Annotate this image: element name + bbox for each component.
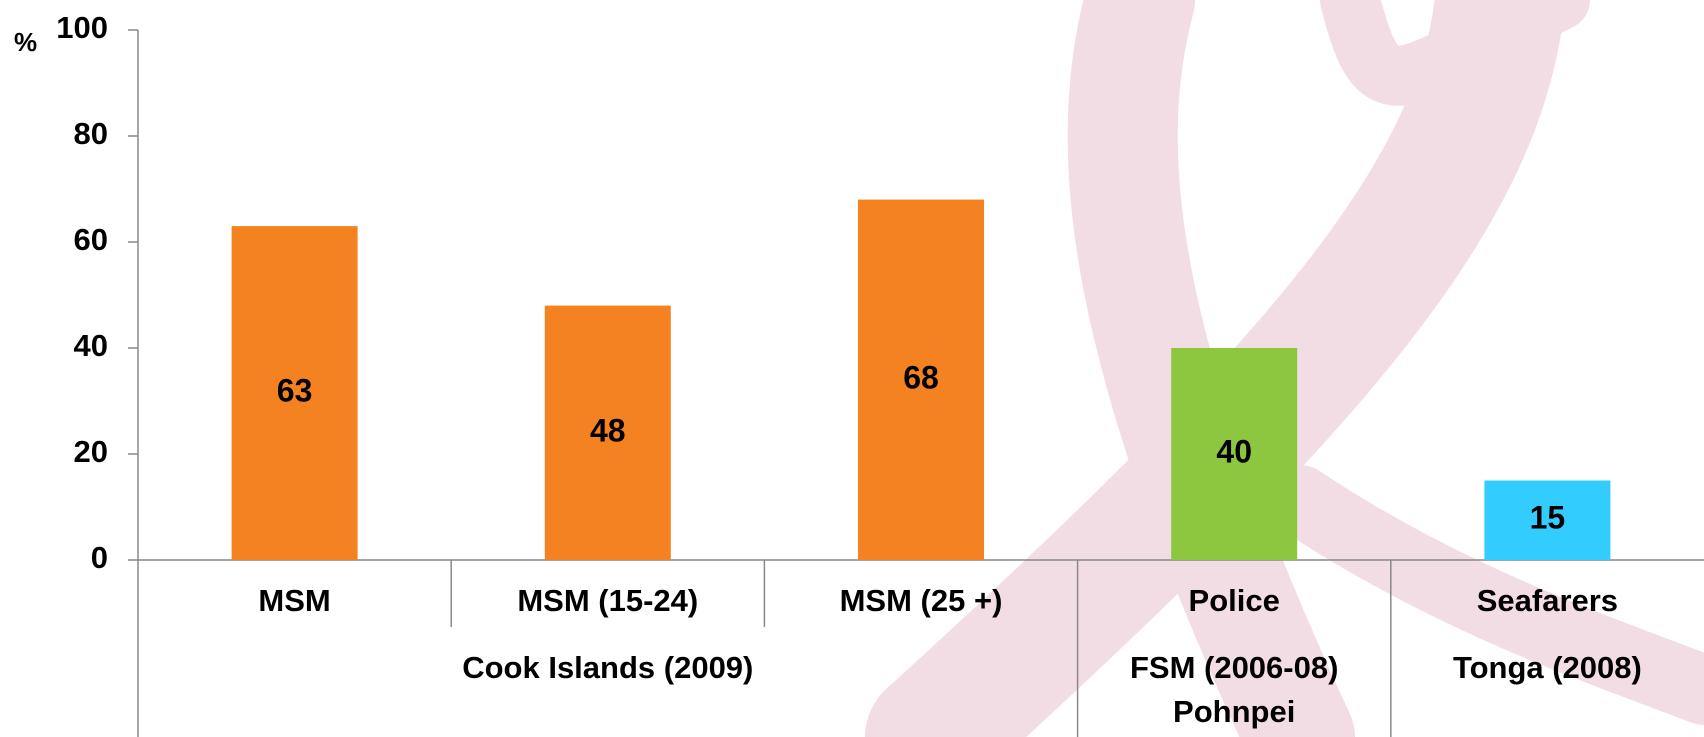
data-label: 63 — [277, 373, 313, 409]
y-tick-label: 20 — [74, 434, 108, 469]
x-tick-label: MSM (15-24) — [517, 583, 698, 618]
y-tick-label: 0 — [91, 540, 108, 575]
group-label: Tonga (2008) — [1453, 650, 1642, 685]
y-axis-label: % — [14, 27, 37, 57]
x-tick-label: MSM — [258, 583, 330, 618]
data-label: 15 — [1530, 500, 1566, 536]
y-tick-label: 80 — [74, 116, 108, 151]
data-label: 48 — [590, 412, 626, 448]
chart: % 0 20 40 60 80 100 MSM 63 MSM (15-24) 48 MSM (25 … — [0, 0, 1704, 737]
group-label: Pohnpei — [1173, 694, 1295, 729]
y-tick-label: 60 — [74, 222, 108, 257]
x-tick-label: MSM (25 +) — [840, 583, 1003, 618]
background-ribbon — [930, 0, 1704, 737]
x-tick-label: Police — [1189, 583, 1280, 618]
y-tick-label: 40 — [74, 328, 108, 363]
y-tick-label: 100 — [56, 10, 108, 45]
x-tick-label: Seafarers — [1477, 583, 1618, 618]
group-label: Cook Islands (2009) — [462, 650, 753, 685]
data-label: 40 — [1216, 433, 1252, 469]
group-label: FSM (2006-08) — [1130, 650, 1338, 685]
data-label: 68 — [903, 359, 939, 395]
